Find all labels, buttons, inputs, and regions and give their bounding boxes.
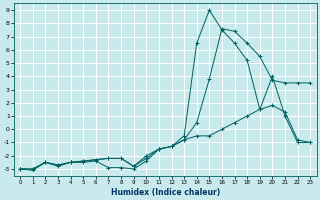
X-axis label: Humidex (Indice chaleur): Humidex (Indice chaleur) — [111, 188, 220, 197]
